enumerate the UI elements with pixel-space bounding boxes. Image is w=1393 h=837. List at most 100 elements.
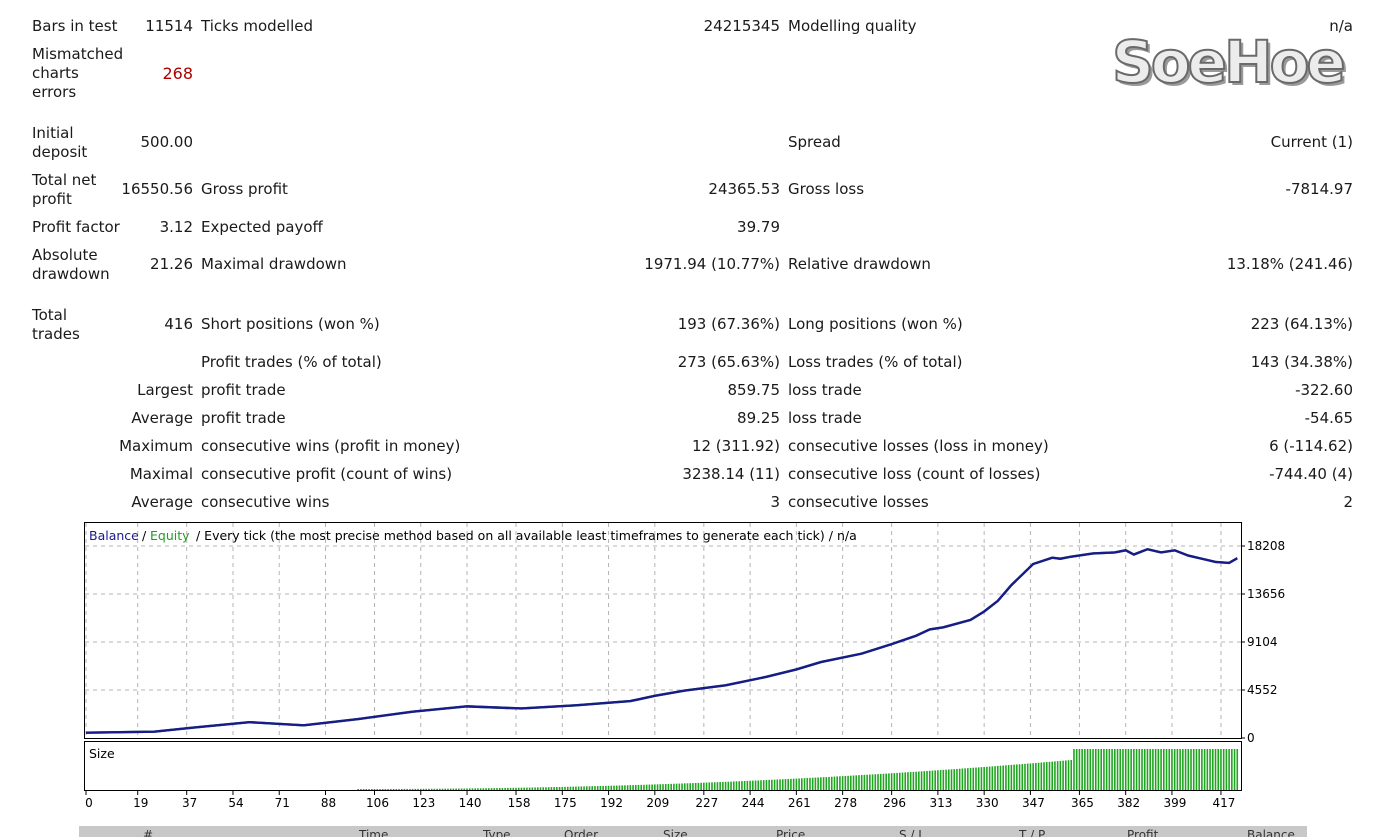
largest-loss-value: -322.60 [1295,381,1353,399]
profit-factor-label: Profit factor [32,218,120,236]
y-tick-label: 13656 [1247,587,1285,601]
mismatched-label-2: charts [32,64,79,82]
x-tick-label: 192 [600,796,623,810]
gross-loss-value: -7814.97 [1285,180,1353,198]
x-tick-label: 313 [929,796,952,810]
mismatched-label-1: Mismatched [32,45,124,63]
initial-deposit-label-2: deposit [32,143,88,161]
max-consec-losses-value: 6 (-114.62) [1269,437,1353,455]
col-type[interactable]: Type [483,828,511,837]
x-tick-label: 158 [508,796,531,810]
long-positions-label: Long positions (won %) [788,315,963,333]
initial-deposit-label-1: Initial [32,124,74,142]
x-tick-label: 347 [1022,796,1045,810]
x-tick-label: 296 [883,796,906,810]
size-bars [357,749,1239,790]
col-sl[interactable]: S / L [899,828,925,837]
max-consec-wins-value: 12 (311.92) [691,437,780,455]
col-number[interactable]: # [143,828,154,837]
soehoe-logo: SoeHoe [1111,28,1347,96]
x-tick-label: 227 [695,796,718,810]
mismatched-label-3: errors [32,83,77,101]
total-net-profit-value: 16550.56 [121,180,193,198]
legend-equity: Equity [150,528,190,543]
x-tick-label: 278 [834,796,857,810]
profit-trades-label: Profit trades (% of total) [201,353,382,371]
total-trades-label-1: Total [32,306,68,324]
average-consec-prefix: Average [131,493,193,511]
col-size[interactable]: Size [663,828,688,837]
avg-consec-wins-label: consecutive wins [201,493,330,511]
maximal-drawdown-value: 1971.94 (10.77%) [644,255,780,273]
col-time[interactable]: Time [359,828,389,837]
x-tick-label: 244 [742,796,765,810]
trades-table-header: # Time Type Order Size Price S / L T / P… [79,826,1307,837]
loss-trades-value: 143 (34.38%) [1250,353,1353,371]
maximal-consec-profit-value: 3238.14 (11) [682,465,780,483]
x-tick-label: 54 [228,796,243,810]
col-price[interactable]: Price [776,828,806,837]
modelling-quality-label: Modelling quality [788,17,917,35]
col-tp[interactable]: T / P [1019,828,1046,837]
x-tick-label: 209 [646,796,669,810]
largest-loss-label: loss trade [788,381,862,399]
y-tick-label: 4552 [1247,683,1278,697]
absolute-drawdown-value: 21.26 [150,255,193,273]
largest-prefix: Largest [137,381,193,399]
total-trades-value: 416 [164,315,193,333]
y-tick-label: 9104 [1247,635,1278,649]
ticks-modelled-value: 24215345 [703,17,780,35]
balance-series-line [85,547,1238,734]
y-tick-label: 0 [1247,731,1255,745]
x-tick-label: 365 [1071,796,1094,810]
main-chart-frame [84,522,1242,739]
legend-balance: Balance [89,528,139,543]
total-net-profit-label-2: profit [32,190,72,208]
x-tick-label: 0 [85,796,93,810]
relative-drawdown-value: 13.18% (241.46) [1226,255,1353,273]
maximal-drawdown-label: Maximal drawdown [201,255,347,273]
col-profit[interactable]: Profit [1127,828,1159,837]
maximal-consec-profit-label: consecutive profit (count of wins) [201,465,453,483]
maximal-prefix: Maximal [129,465,193,483]
spread-value: Current (1) [1270,133,1353,151]
expected-payoff-value: 39.79 [737,218,780,236]
maximal-consec-loss-value: -744.40 (4) [1269,465,1353,483]
largest-profit-value: 859.75 [727,381,781,399]
x-tick-label: 382 [1117,796,1140,810]
x-axis-ticks: 0 19 37 54 71 88 106 123 140 158 175 192 209 227 244 26… [85,791,1235,810]
initial-deposit-value: 500.00 [140,133,194,151]
profit-trades-value: 273 (65.63%) [677,353,780,371]
absolute-drawdown-label-2: drawdown [32,265,110,283]
long-positions-value: 223 (64.13%) [1250,315,1353,333]
x-tick-label: 106 [366,796,389,810]
modelling-quality-value: n/a [1329,17,1353,35]
total-trades-label-2: trades [32,325,80,343]
col-balance[interactable]: Balance [1247,828,1295,837]
x-tick-label: 88 [321,796,336,810]
x-tick-label: 123 [412,796,435,810]
avg-consec-losses-value: 2 [1343,493,1353,511]
legend-sep: / [142,528,147,543]
x-tick-label: 71 [275,796,290,810]
total-net-profit-label-1: Total net [32,171,97,189]
gross-profit-value: 24365.53 [708,180,780,198]
col-order[interactable]: Order [564,828,599,837]
legend-description: / Every tick (the most precise method ba… [196,528,857,543]
x-tick-label: 417 [1212,796,1235,810]
gross-profit-label: Gross profit [201,180,288,198]
x-tick-label: 19 [133,796,148,810]
average-loss-value: -54.65 [1304,409,1353,427]
x-tick-label: 37 [182,796,197,810]
chart-grid [85,523,1241,738]
avg-consec-wins-value: 3 [770,493,780,511]
average-loss-label: loss trade [788,409,862,427]
average-profit-value: 89.25 [737,409,780,427]
loss-trades-label: Loss trades (% of total) [788,353,963,371]
y-tick-label: 18208 [1247,539,1285,553]
relative-drawdown-label: Relative drawdown [788,255,931,273]
short-positions-label: Short positions (won %) [201,315,380,333]
maximal-consec-loss-label: consecutive loss (count of losses) [788,465,1041,483]
short-positions-value: 193 (67.36%) [677,315,780,333]
